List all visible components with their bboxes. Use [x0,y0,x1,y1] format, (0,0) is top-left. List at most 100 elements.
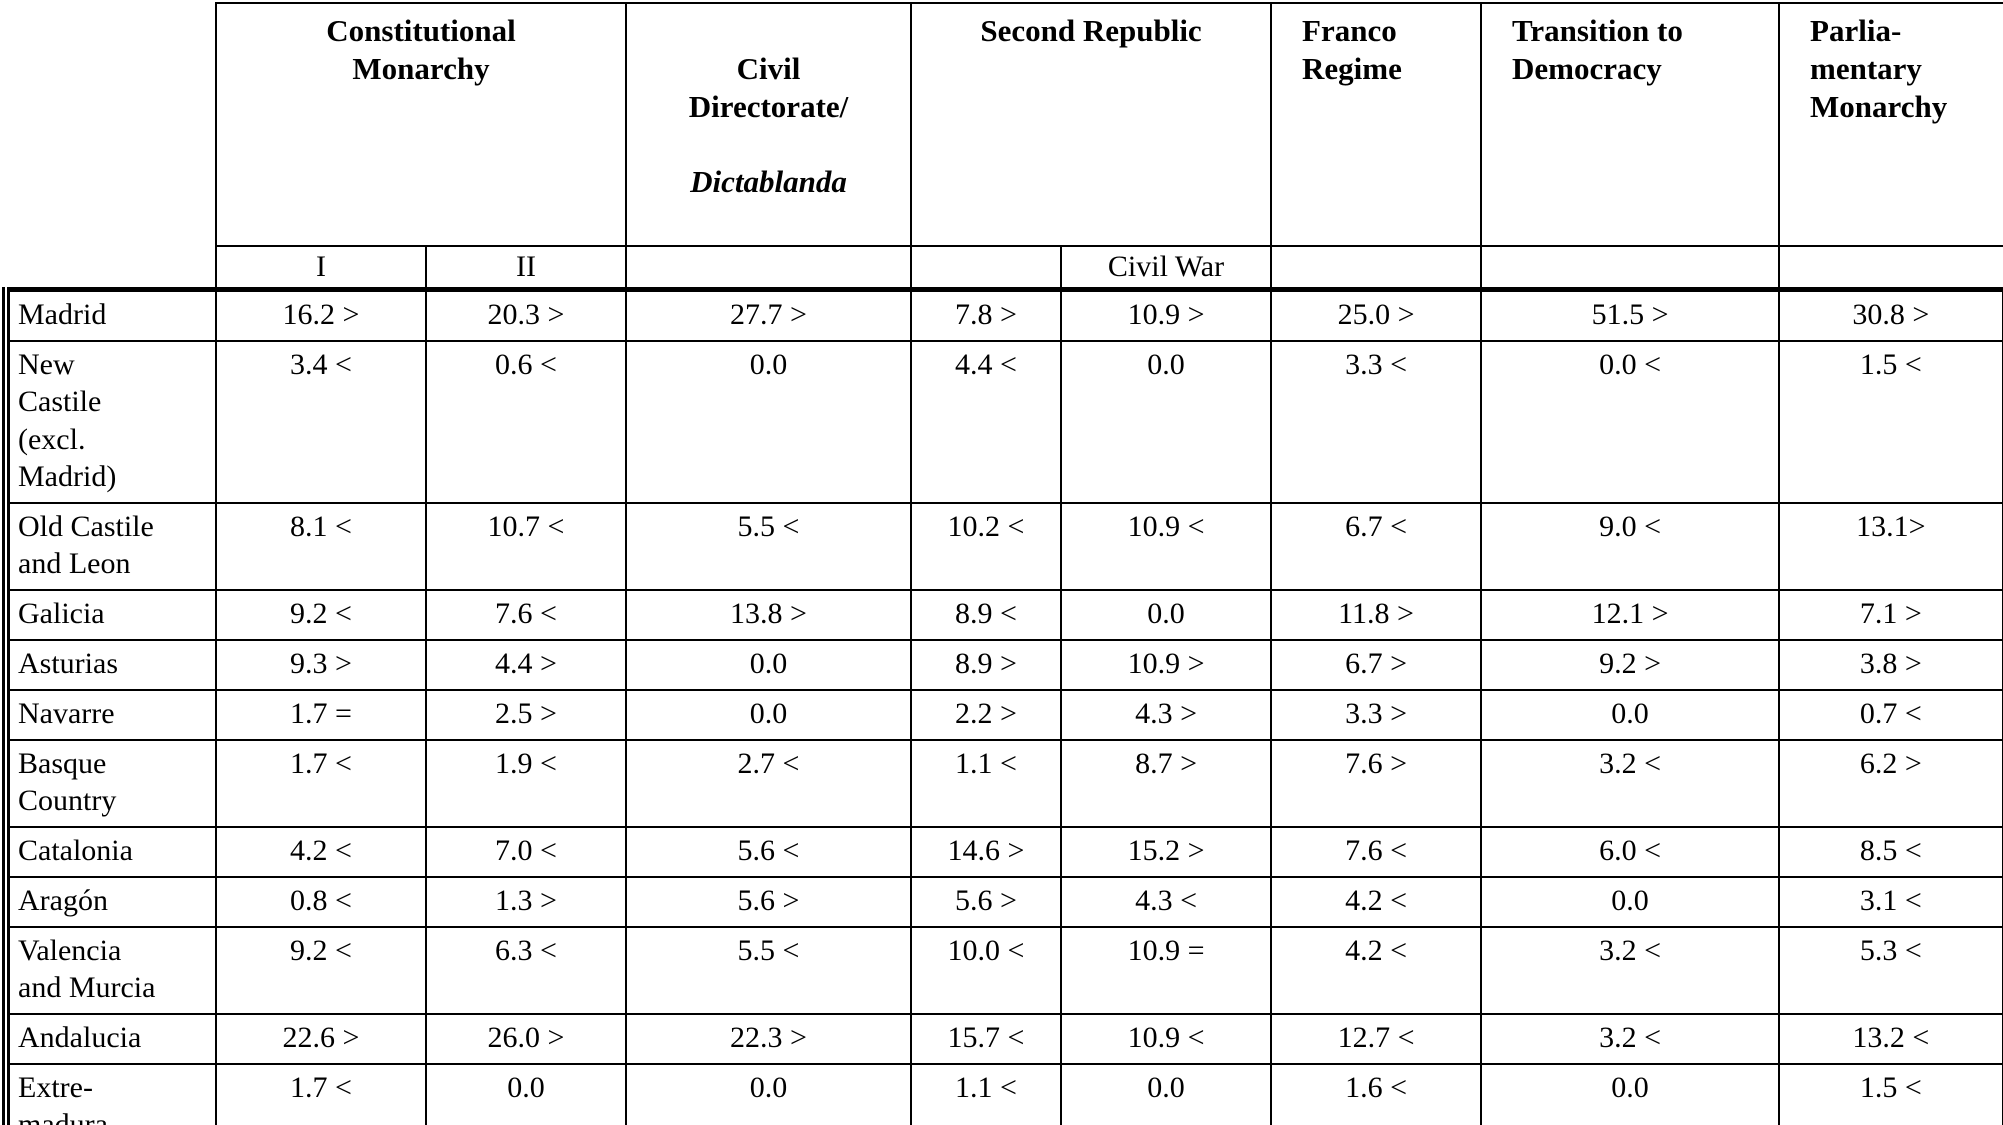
value-cell: 16.2 > [215,287,427,342]
value-cell: 9.2 < [215,588,427,641]
region-cell: Asturias [2,638,217,691]
value-cell: 9.0 < [1480,501,1781,591]
value-cell: 10.9 > [1060,287,1273,342]
value-cell: 12.7 < [1270,1012,1483,1065]
region-cell: Valencia and Murcia [2,925,217,1015]
col-group-parliamentary-monarchy: Parlia- mentary Monarchy [1778,2,2003,247]
subheader-constitutional-I: I [215,244,427,291]
subheader-civil-directorate-empty [625,244,913,291]
value-cell: 22.6 > [215,1012,427,1065]
table-row: Navarre 1.7 = 2.5 >0.0 2.2 >4.3 >3.3 >0.0 0.… [2,688,2003,741]
value-cell: 1.5 < [1778,1062,2003,1125]
value-cell: 7.6 > [1270,738,1483,828]
table-body: Madrid 16.2 >20.3 >27.7 >7.8 >10.9 >25.0 … [2,287,2003,1125]
col-group-second-republic: Second Republic [910,2,1273,247]
value-cell: 14.6 > [910,825,1063,878]
region-cell: Andalucia [2,1012,217,1065]
value-cell: 9.2 < [215,925,427,1015]
subheader-transition-empty [1480,244,1781,291]
table-row: Galicia 9.2 <7.6 <13.8 >8.9 <0.0 11.8 >12.… [2,588,2003,641]
value-cell: 10.9 = [1060,925,1273,1015]
table-row: Old Castile and Leon 8.1 <10.7 <5.5 <10.2… [2,501,2003,591]
value-cell: 7.8 > [910,287,1063,342]
value-cell: 8.7 > [1060,738,1273,828]
value-cell: 4.2 < [215,825,427,878]
value-cell: 0.0 [1060,1062,1273,1125]
value-cell: 0.0 < [1480,339,1781,504]
value-cell: 4.3 > [1060,688,1273,741]
value-cell: 9.3 > [215,638,427,691]
value-cell: 20.3 > [424,287,628,342]
corner-blank-cell [6,3,216,290]
value-cell: 8.9 > [910,638,1063,691]
value-cell: 1.9 < [424,738,628,828]
value-cell: 0.8 < [215,875,427,928]
value-cell: 1.5 < [1778,339,2003,504]
col-group-transition-to-democracy: Transition to Democracy [1480,2,1781,247]
value-cell: 51.5 > [1480,287,1781,342]
value-cell: 10.9 < [1060,1012,1273,1065]
subheader-parliamentary-empty [1778,244,2003,291]
value-cell: 27.7 > [625,287,913,342]
value-cell: 5.6 > [625,875,913,928]
value-cell: 30.8 > [1778,287,2003,342]
value-cell: 5.3 < [1778,925,2003,1015]
header-sub-row: I II Civil War [6,244,2003,291]
value-cell: 3.4 < [215,339,427,504]
value-cell: 3.2 < [1480,1012,1781,1065]
value-cell: 4.4 > [424,638,628,691]
table-header: Constitutional Monarchy Civil Directorat… [6,2,2003,291]
value-cell: 7.0 < [424,825,628,878]
value-cell: 2.7 < [625,738,913,828]
region-cell: Basque Country [2,738,217,828]
value-cell: 3.3 > [1270,688,1483,741]
value-cell: 8.5 < [1778,825,2003,878]
value-cell: 15.2 > [1060,825,1273,878]
value-cell: 0.0 [625,339,913,504]
value-cell: 0.0 [625,688,913,741]
value-cell: 1.7 = [215,688,427,741]
header-group-row: Constitutional Monarchy Civil Directorat… [6,2,2003,290]
col-group-franco-regime: Franco Regime [1270,2,1483,247]
value-cell: 10.0 < [910,925,1063,1015]
value-cell: 10.7 < [424,501,628,591]
value-cell: 7.6 < [1270,825,1483,878]
value-cell: 1.3 > [424,875,628,928]
value-cell: 0.0 [1060,339,1273,504]
value-cell: 6.3 < [424,925,628,1015]
value-cell: 4.4 < [910,339,1063,504]
civil-directorate-label: Civil Directorate/ [688,50,849,124]
value-cell: 0.0 [1480,1062,1781,1125]
value-cell: 15.7 < [910,1012,1063,1065]
value-cell: 22.3 > [625,1012,913,1065]
value-cell: 10.9 < [1060,501,1273,591]
col-group-constitutional-monarchy: Constitutional Monarchy [214,2,628,247]
value-cell: 6.7 < [1270,501,1483,591]
value-cell: 0.7 < [1778,688,2003,741]
value-cell: 0.0 [1060,588,1273,641]
value-cell: 0.0 [1480,875,1781,928]
value-cell: 3.1 < [1778,875,2003,928]
value-cell: 0.0 [1480,688,1781,741]
region-cell: Navarre [2,688,217,741]
subheader-franco-empty [1270,244,1483,291]
value-cell: 1.1 < [910,1062,1063,1125]
table-row: Andalucia 22.6 >26.0 >22.3 >15.7 <10.9 <1… [2,1012,2003,1065]
value-cell: 1.7 < [215,738,427,828]
value-cell: 13.8 > [625,588,913,641]
table-row: Valencia and Murcia 9.2 <6.3 <5.5 <10.0 <… [2,925,2003,1015]
table-row: Extre- madura 1.7 <0.0 0.0 1.1 <0.0 1.6 <0.0… [2,1062,2003,1125]
region-cell: Old Castile and Leon [2,501,217,591]
value-cell: 8.1 < [215,501,427,591]
value-cell: 26.0 > [424,1012,628,1065]
value-cell: 0.0 [625,638,913,691]
value-cell: 7.1 > [1778,588,2003,641]
value-cell: 5.6 < [625,825,913,878]
table-row: Basque Country 1.7 <1.9 <2.7 <1.1 <8.7 >7… [2,738,2003,828]
subheader-second-republic-empty [910,244,1063,291]
region-cell: Aragón [2,875,217,928]
value-cell: 1.7 < [215,1062,427,1125]
value-cell: 25.0 > [1270,287,1483,342]
